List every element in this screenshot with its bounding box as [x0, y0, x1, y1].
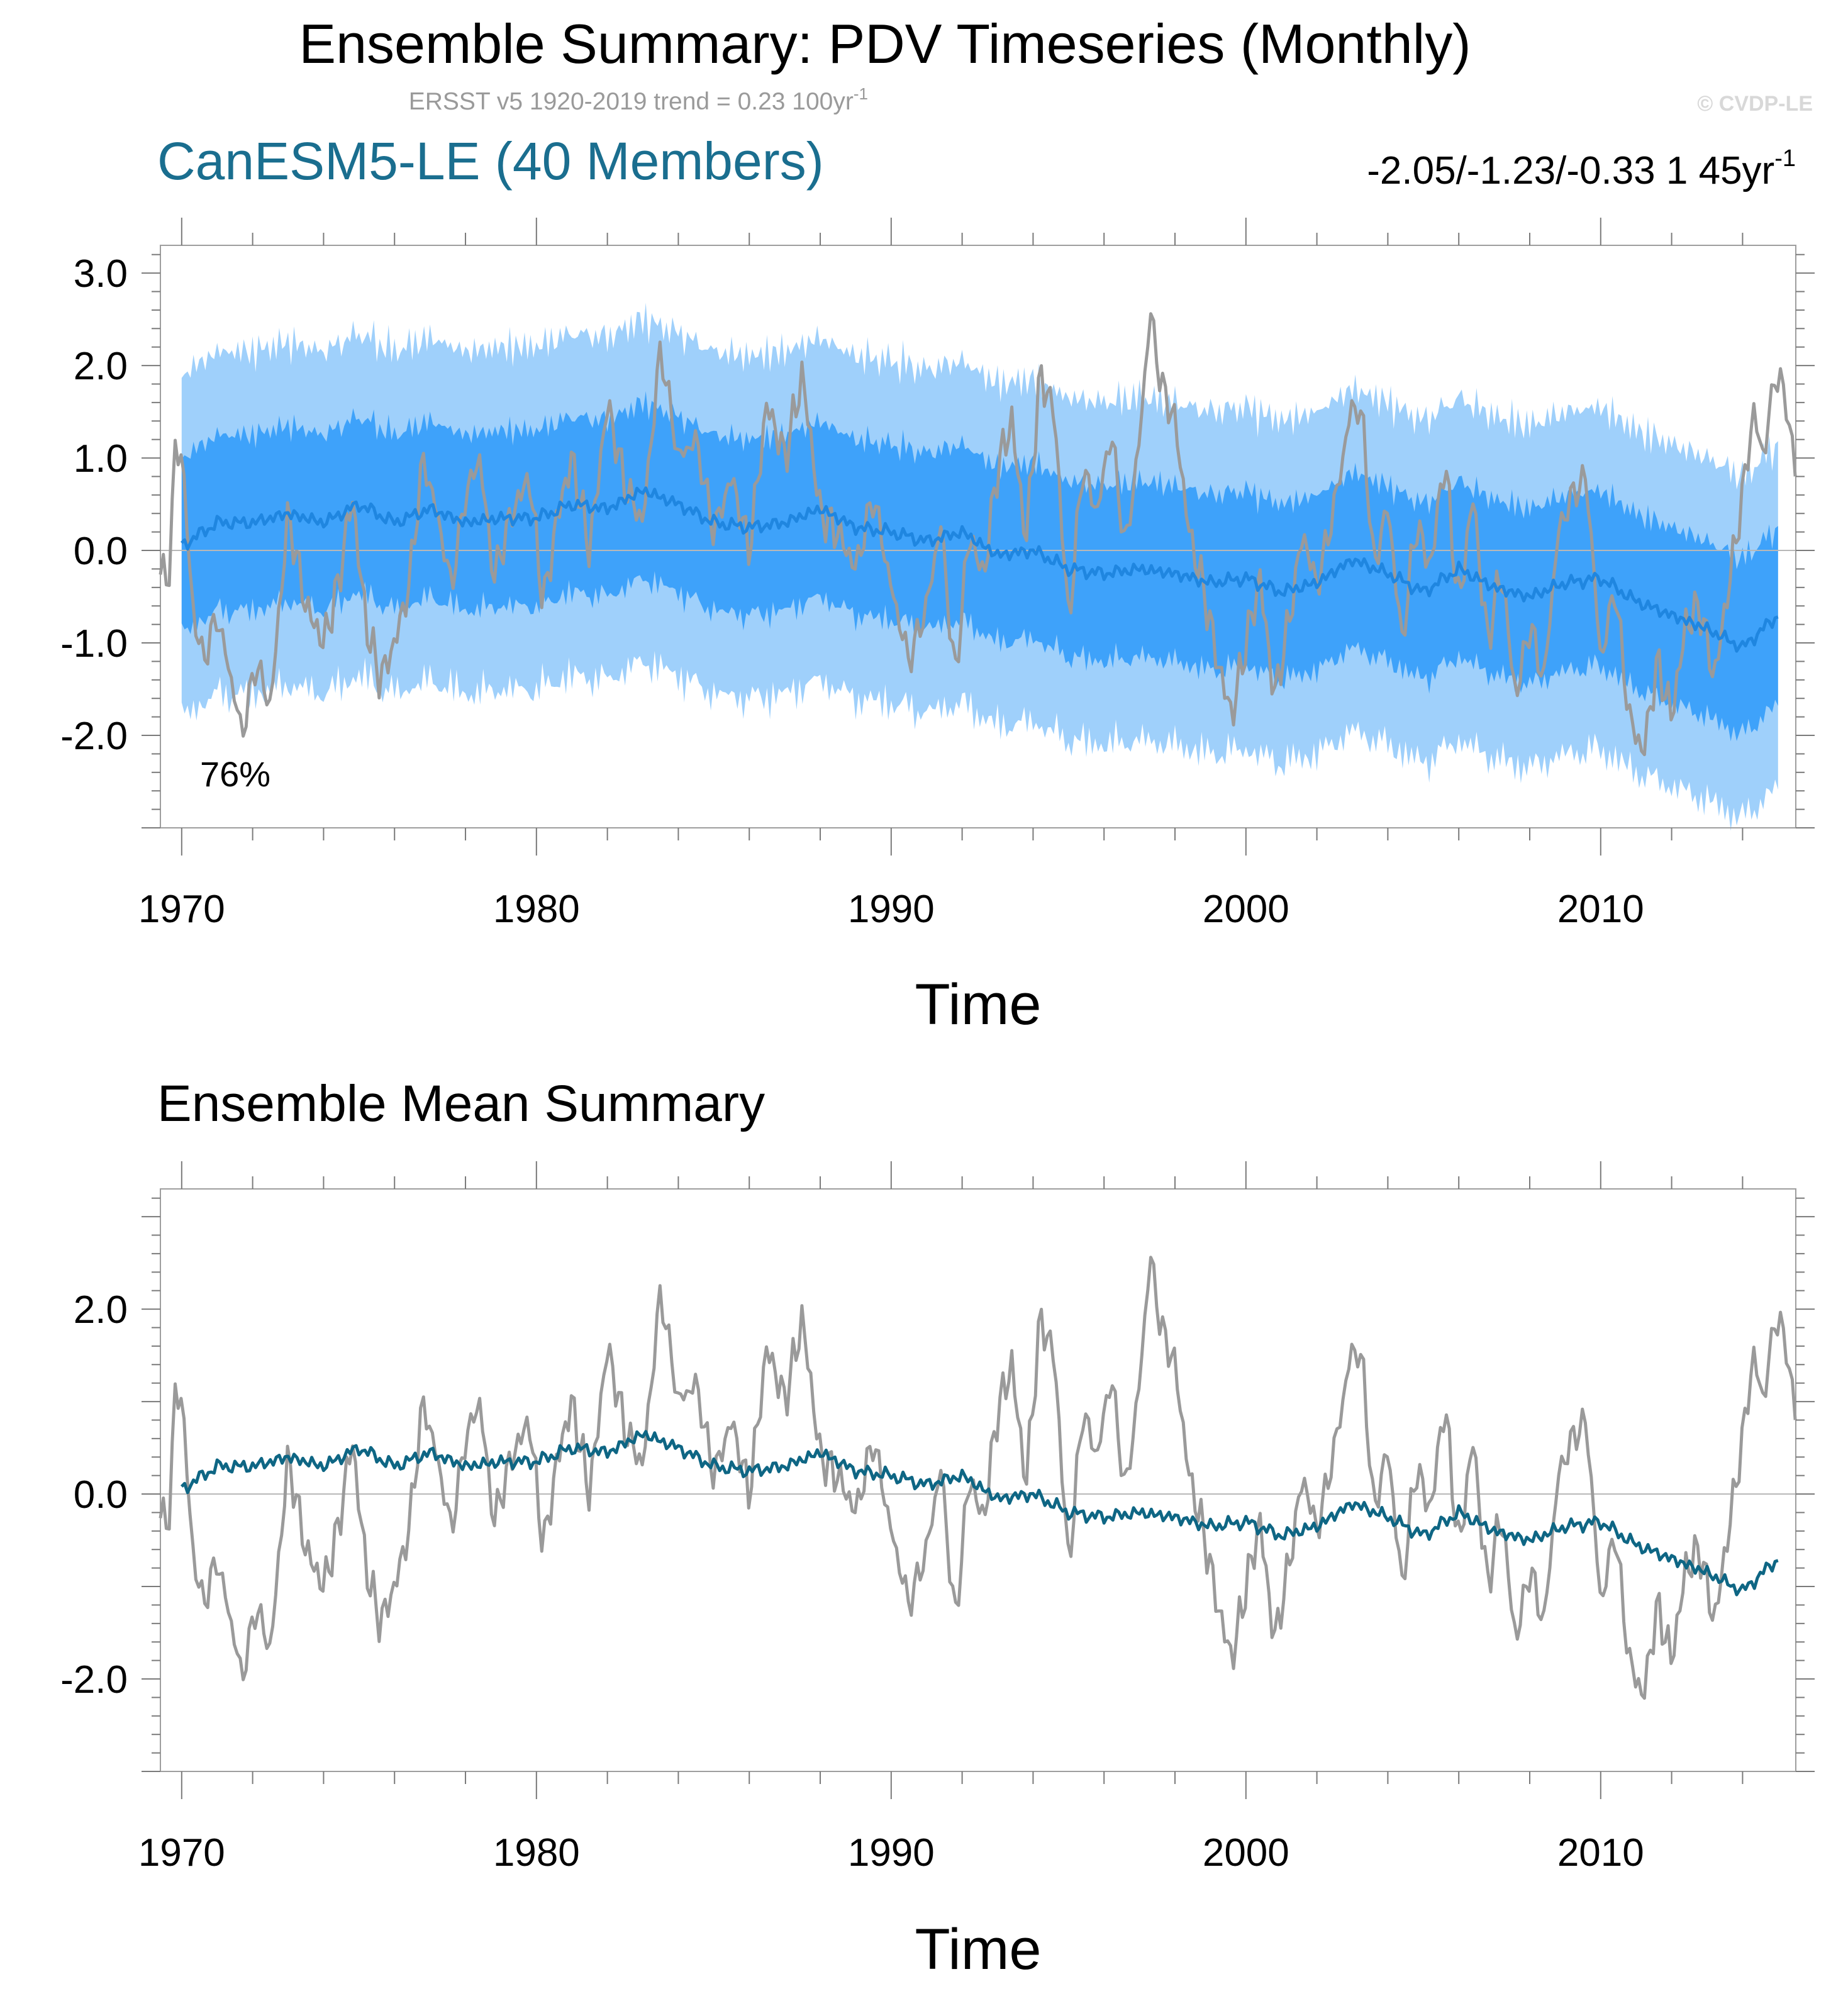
figure-subtitle: ERSST v5 1920-2019 trend = 0.23 100yr-1: [409, 84, 868, 115]
ensemble-mean-line: [180, 1430, 1779, 1597]
x-tick-label: 2010: [1557, 888, 1644, 931]
x-tick-label: 1970: [138, 888, 225, 931]
x-tick-label: 2010: [1557, 1831, 1644, 1875]
y-tick-label: -2.0: [60, 715, 128, 758]
model-label: CanESM5-LE (40 Members): [157, 131, 824, 191]
x-tick-label: 1990: [848, 888, 935, 931]
y-tick-label: 2.0: [74, 1288, 128, 1332]
ensemble-mean-line: [180, 486, 1779, 653]
figure-title: Ensemble Summary: PDV Timeseries (Monthl…: [299, 13, 1471, 75]
y-tick-label: 0.0: [74, 530, 128, 573]
y-tick-label: -1.0: [60, 622, 128, 666]
plot-frame: [160, 1188, 1796, 1772]
x-tick-label: 2000: [1203, 888, 1289, 931]
series-group: [159, 1256, 1797, 1700]
y-tick-label: 2.0: [74, 345, 128, 388]
y-tick-label: 1.0: [74, 437, 128, 481]
panel-bottom: 2.0 0.0 -2.0 1970 1980 1990 2000 2010: [60, 1161, 1815, 1875]
copyright-label: © CVDP-LE: [1697, 92, 1813, 116]
y-tick-label: -2.0: [60, 1658, 128, 1702]
x-tick-label: 2000: [1203, 1831, 1289, 1875]
x-axis-title-top: Time: [915, 973, 1041, 1037]
observed-line: [159, 1256, 1797, 1700]
x-tick-labels: 1970 1980 1990 2000 2010: [138, 1831, 1644, 1875]
x-tick-label: 1990: [848, 1831, 935, 1875]
percent-annotation: 76%: [200, 754, 270, 794]
y-tick-label: 3.0: [74, 252, 128, 296]
y-tick-labels: 3.0 2.0 1.0 0.0 -1.0 -2.0: [60, 252, 128, 758]
subtitle-sup: -1: [854, 84, 868, 103]
series-group: [159, 312, 1797, 757]
tick-group: [142, 218, 1815, 856]
y-tick-label: 0.0: [74, 1473, 128, 1517]
observed-line: [159, 312, 1797, 757]
subtitle-text: ERSST v5 1920-2019 trend = 0.23 100yr: [409, 88, 854, 115]
plot-frame: [160, 245, 1796, 828]
x-tick-label: 1980: [493, 1831, 580, 1875]
x-tick-labels: 1970 1980 1990 2000 2010: [138, 888, 1644, 931]
x-tick-label: 1980: [493, 888, 580, 931]
x-axis-title-bottom: Time: [915, 1917, 1041, 1982]
trend-text: -2.05/-1.23/-0.33 1 45yr: [1367, 149, 1774, 192]
panel-top: 3.0 2.0 1.0 0.0 -1.0 -2.0 1970 1980 1990 2000 201…: [60, 218, 1815, 931]
trend-sup: -1: [1774, 145, 1796, 172]
y-tick-labels: 2.0 0.0 -2.0: [60, 1288, 128, 1702]
trend-label: -2.05/-1.23/-0.33 1 45yr-1: [1367, 145, 1796, 192]
tick-group: [142, 1161, 1815, 1799]
panel-bottom-title: Ensemble Mean Summary: [157, 1075, 765, 1132]
x-tick-label: 1970: [138, 1831, 225, 1875]
